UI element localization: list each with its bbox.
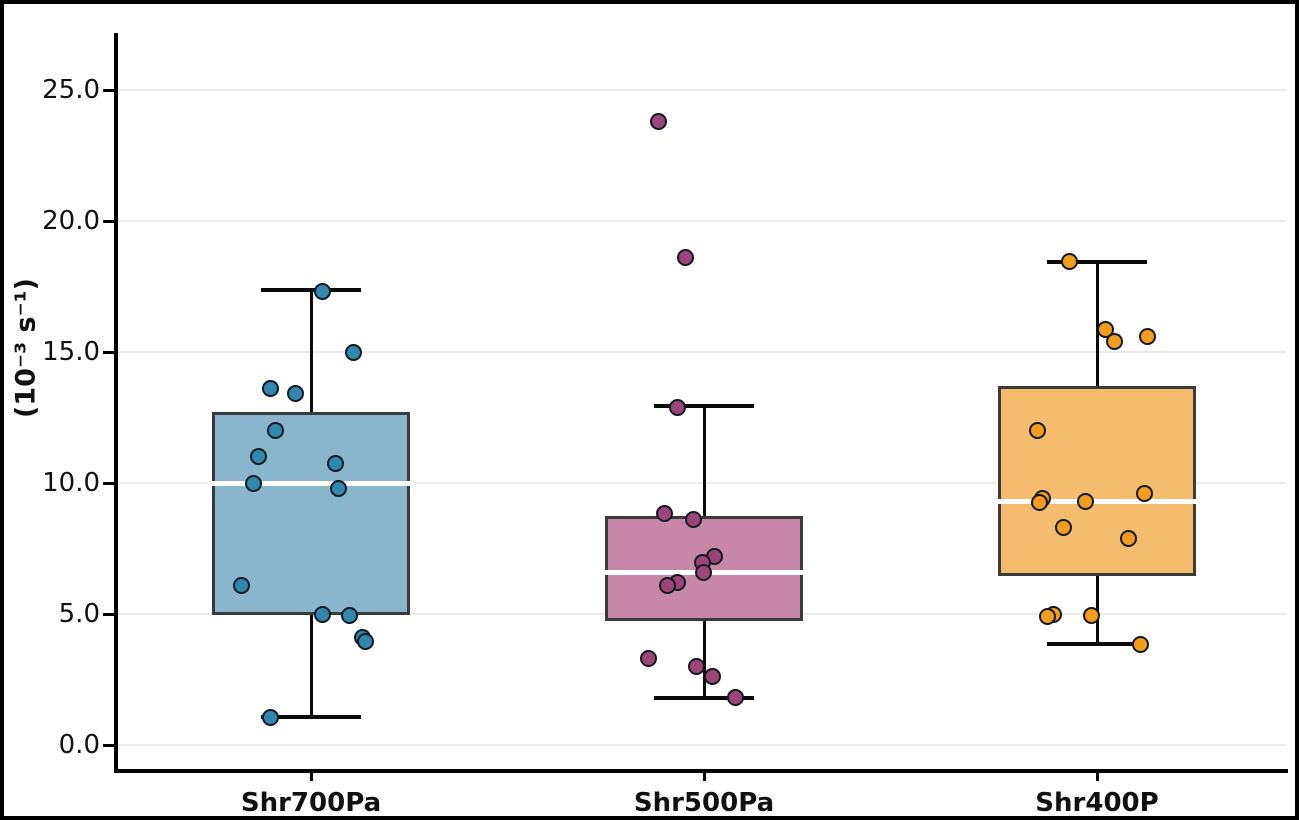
jitter-point bbox=[266, 422, 284, 440]
y-tick-label: 15.0 bbox=[42, 337, 100, 367]
y-tick-label: 20.0 bbox=[42, 206, 100, 236]
jitter-point bbox=[1028, 422, 1046, 440]
whisker-cap-bottom bbox=[261, 715, 361, 720]
jitter-point bbox=[1138, 327, 1156, 345]
jitter-point bbox=[313, 283, 331, 301]
jitter-point bbox=[1105, 333, 1123, 351]
jitter-point bbox=[676, 249, 694, 267]
jitter-point bbox=[1030, 494, 1048, 512]
jitter-point bbox=[356, 633, 374, 650]
box bbox=[998, 386, 1196, 576]
jitter-point bbox=[726, 689, 744, 707]
jitter-point bbox=[232, 576, 250, 594]
whisker-cap-bottom bbox=[1047, 642, 1147, 647]
whisker-cap-top bbox=[261, 288, 361, 293]
jitter-point bbox=[1082, 606, 1100, 624]
jitter-point bbox=[249, 448, 267, 466]
jitter-point bbox=[1060, 253, 1078, 271]
jitter-point bbox=[668, 398, 686, 416]
jitter-point bbox=[639, 650, 657, 668]
whisker-cap-top bbox=[654, 404, 754, 409]
y-gridline bbox=[116, 744, 1286, 746]
jitter-point bbox=[1135, 484, 1153, 502]
jitter-point bbox=[244, 474, 262, 492]
y-tick-mark bbox=[103, 743, 116, 747]
median-line bbox=[209, 480, 413, 486]
jitter-point bbox=[1076, 492, 1094, 510]
x-tick-label: Shr700Pa bbox=[240, 788, 382, 818]
jitter-point bbox=[326, 454, 344, 472]
plot-area: 0.0 5.0 10.0 15.0 20.0 25.0 Shr700Pa Shr500Pa Sh… bbox=[4, 4, 1295, 816]
y-tick-mark bbox=[103, 612, 116, 616]
x-tick-mark bbox=[309, 769, 313, 781]
x-tick-label: Shr500Pa bbox=[633, 788, 775, 818]
y-tick-mark bbox=[103, 481, 116, 485]
median-line bbox=[995, 498, 1199, 504]
jitter-point bbox=[261, 708, 279, 726]
jitter-point bbox=[658, 576, 676, 594]
y-tick-mark bbox=[103, 88, 116, 92]
x-tick-mark bbox=[1095, 769, 1099, 781]
jitter-point bbox=[313, 605, 331, 623]
jitter-point bbox=[329, 479, 347, 497]
jitter-point bbox=[1038, 608, 1056, 626]
jitter-point bbox=[340, 606, 358, 624]
jitter-point bbox=[703, 668, 721, 686]
y-gridline bbox=[116, 220, 1286, 222]
jitter-point bbox=[286, 385, 304, 403]
x-tick-mark bbox=[702, 769, 706, 781]
jitter-point bbox=[344, 343, 362, 361]
jitter-point bbox=[1054, 519, 1072, 537]
jitter-point bbox=[1131, 635, 1149, 653]
whisker-cap-bottom bbox=[654, 695, 754, 700]
jitter-point bbox=[649, 112, 667, 130]
jitter-point bbox=[1119, 529, 1137, 547]
jitter-point bbox=[261, 380, 279, 398]
jitter-point bbox=[687, 657, 705, 675]
y-gridline bbox=[116, 482, 1286, 484]
jitter-point bbox=[694, 563, 712, 581]
y-tick-mark bbox=[103, 350, 116, 354]
y-axis-spine bbox=[114, 33, 118, 773]
y-tick-label: 25.0 bbox=[42, 75, 100, 105]
x-tick-label: Shr400P bbox=[1035, 788, 1159, 818]
y-tick-mark bbox=[103, 219, 116, 223]
x-axis-spine bbox=[114, 769, 1288, 773]
jitter-point bbox=[655, 504, 673, 522]
y-gridline bbox=[116, 89, 1286, 91]
y-tick-label: 10.0 bbox=[42, 468, 100, 498]
whisker-cap-top bbox=[1047, 259, 1147, 264]
jitter-point bbox=[684, 511, 702, 529]
y-gridline bbox=[116, 351, 1286, 353]
y-tick-label: 0.0 bbox=[58, 730, 100, 760]
y-tick-label: 5.0 bbox=[58, 599, 100, 629]
